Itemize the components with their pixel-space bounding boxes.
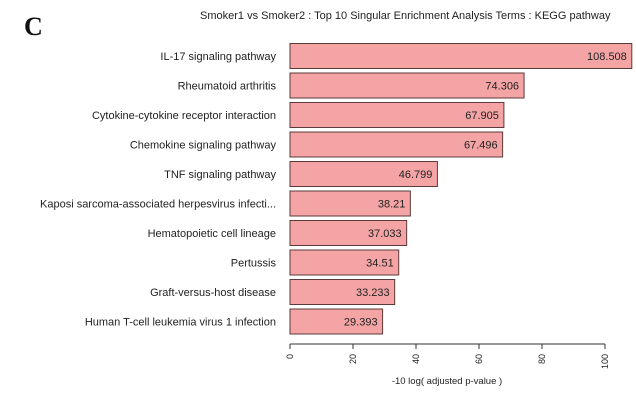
value-label-5: 38.21 [378,199,406,211]
value-label-0: 108.508 [587,51,627,63]
bar-5 [289,190,411,217]
value-label-4: 46.799 [399,169,433,181]
x-tick-label-1: 20 [348,354,358,364]
bar-4 [289,161,438,187]
value-label-9: 29.393 [344,317,378,329]
bar-0 [289,43,633,69]
bar-3 [289,131,504,158]
bar-2 [289,102,505,128]
value-label-7: 34.51 [366,258,394,270]
x-tick-label-2: 40 [411,354,421,364]
x-axis-title: -10 log( adjusted p-value ) [392,376,502,387]
x-tick-label-5: 100 [600,354,610,369]
category-label-1: Rheumatoid arthritis [178,81,277,93]
bar-8 [289,279,396,305]
value-label-1: 74.306 [485,81,519,93]
panel-letter: C [24,12,43,41]
category-label-7: Pertussis [231,258,277,270]
value-label-6: 37.033 [368,228,402,240]
x-tick-label-3: 60 [474,354,484,364]
category-label-0: IL-17 signaling pathway [160,51,276,63]
category-label-5: Kaposi sarcoma-associated herpesvirus in… [40,199,276,211]
category-label-6: Hematopoietic cell lineage [148,228,276,240]
x-axis: 0 20 40 60 80 100 [285,343,610,369]
value-label-2: 67.905 [465,110,499,122]
bar-7 [289,249,400,276]
bar-6 [289,220,408,246]
bar-9 [289,308,384,335]
x-tick-label-0: 0 [285,354,295,359]
category-label-8: Graft-versus-host disease [150,287,276,299]
value-label-3: 67.496 [464,140,498,152]
category-label-9: Human T-cell leukemia virus 1 infection [85,317,276,329]
value-label-8: 33.233 [356,287,390,299]
x-tick-label-4: 80 [537,354,547,364]
bar-1 [289,72,525,99]
chart-title: Smoker1 vs Smoker2 : Top 10 Singular Enr… [200,10,611,22]
category-label-4: TNF signaling pathway [164,169,276,181]
bars-group: IL-17 signaling pathway 108.508 Rheumatoid… [40,43,633,335]
category-label-3: Chemokine signaling pathway [130,140,277,152]
category-label-2: Cytokine-cytokine receptor interaction [92,110,276,122]
